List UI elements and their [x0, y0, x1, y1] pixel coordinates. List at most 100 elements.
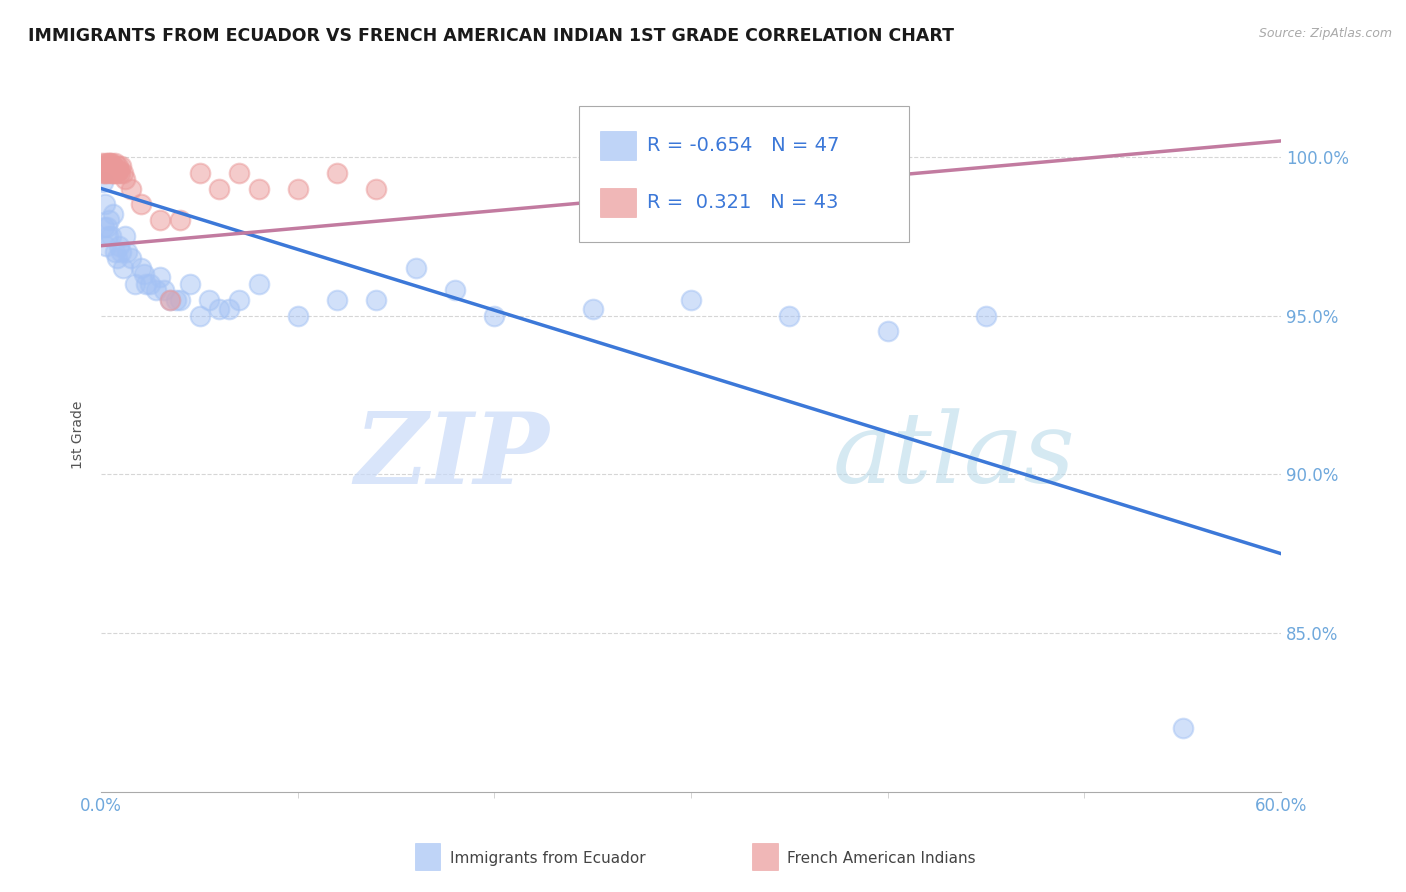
- Point: [366, 293, 388, 307]
- Point: [104, 162, 127, 177]
- Point: [105, 166, 128, 180]
- Point: [97, 156, 120, 170]
- Point: [91, 175, 114, 189]
- Point: [93, 159, 115, 173]
- Point: [124, 277, 146, 291]
- Point: [93, 159, 115, 173]
- Point: [104, 156, 127, 170]
- Text: R =  0.321   N = 43: R = 0.321 N = 43: [647, 193, 839, 212]
- Point: [114, 172, 136, 186]
- Text: R = -0.654   N = 47: R = -0.654 N = 47: [647, 136, 839, 155]
- Point: [93, 219, 115, 234]
- Text: IMMIGRANTS FROM ECUADOR VS FRENCH AMERICAN INDIAN 1ST GRADE CORRELATION CHART: IMMIGRANTS FROM ECUADOR VS FRENCH AMERIC…: [28, 27, 955, 45]
- Point: [96, 166, 118, 180]
- Point: [287, 309, 309, 323]
- Point: [115, 245, 138, 260]
- Point: [778, 309, 800, 323]
- Point: [228, 166, 250, 180]
- Point: [114, 229, 136, 244]
- Point: [101, 159, 124, 173]
- Text: Immigrants from Ecuador: Immigrants from Ecuador: [450, 852, 645, 866]
- Point: [111, 260, 134, 275]
- Point: [149, 270, 172, 285]
- Text: ZIP: ZIP: [354, 408, 550, 504]
- Point: [218, 302, 240, 317]
- Point: [96, 159, 118, 173]
- Point: [98, 162, 121, 177]
- Point: [94, 156, 117, 170]
- Point: [153, 283, 176, 297]
- Point: [110, 159, 132, 173]
- Point: [98, 162, 121, 177]
- Point: [129, 260, 152, 275]
- Point: [159, 293, 181, 307]
- Point: [188, 166, 211, 180]
- Point: [876, 325, 898, 339]
- FancyBboxPatch shape: [600, 131, 636, 160]
- Point: [149, 213, 172, 227]
- Point: [120, 181, 142, 195]
- Point: [287, 181, 309, 195]
- Point: [326, 293, 349, 307]
- Text: Source: ZipAtlas.com: Source: ZipAtlas.com: [1258, 27, 1392, 40]
- Point: [104, 245, 127, 260]
- Point: [444, 283, 467, 297]
- Point: [405, 260, 427, 275]
- Point: [101, 162, 124, 177]
- Point: [326, 166, 349, 180]
- Point: [107, 159, 129, 173]
- Point: [108, 238, 131, 252]
- Point: [96, 219, 118, 234]
- Point: [97, 159, 120, 173]
- Point: [366, 181, 388, 195]
- Point: [100, 156, 122, 170]
- Point: [100, 166, 122, 180]
- Point: [101, 207, 124, 221]
- Point: [120, 252, 142, 266]
- Point: [101, 166, 124, 180]
- Point: [159, 293, 181, 307]
- Point: [188, 309, 211, 323]
- Point: [139, 277, 162, 291]
- Point: [110, 245, 132, 260]
- Point: [91, 166, 114, 180]
- Point: [134, 267, 156, 281]
- Text: atlas: atlas: [832, 409, 1076, 504]
- Point: [484, 309, 506, 323]
- Point: [91, 162, 114, 177]
- Point: [1171, 721, 1194, 735]
- Point: [97, 229, 120, 244]
- Point: [169, 213, 191, 227]
- Point: [135, 277, 157, 291]
- Point: [974, 309, 997, 323]
- Text: French American Indians: French American Indians: [787, 852, 976, 866]
- Point: [208, 181, 231, 195]
- Point: [98, 213, 121, 227]
- Point: [582, 302, 605, 317]
- Point: [100, 229, 122, 244]
- Point: [208, 302, 231, 317]
- Point: [94, 166, 117, 180]
- Point: [111, 166, 134, 180]
- Point: [145, 283, 167, 297]
- Point: [165, 293, 187, 307]
- Point: [94, 238, 117, 252]
- Point: [681, 293, 703, 307]
- Point: [94, 197, 117, 211]
- FancyBboxPatch shape: [600, 188, 636, 217]
- Point: [105, 252, 128, 266]
- Point: [98, 156, 121, 170]
- Point: [94, 162, 117, 177]
- Point: [108, 166, 131, 180]
- Y-axis label: 1st Grade: 1st Grade: [72, 401, 86, 469]
- Point: [108, 162, 131, 177]
- Point: [103, 166, 125, 180]
- Point: [247, 181, 270, 195]
- Point: [129, 197, 152, 211]
- Point: [91, 156, 114, 170]
- Point: [228, 293, 250, 307]
- FancyBboxPatch shape: [579, 106, 910, 242]
- Point: [94, 162, 117, 177]
- Point: [169, 293, 191, 307]
- Point: [247, 277, 270, 291]
